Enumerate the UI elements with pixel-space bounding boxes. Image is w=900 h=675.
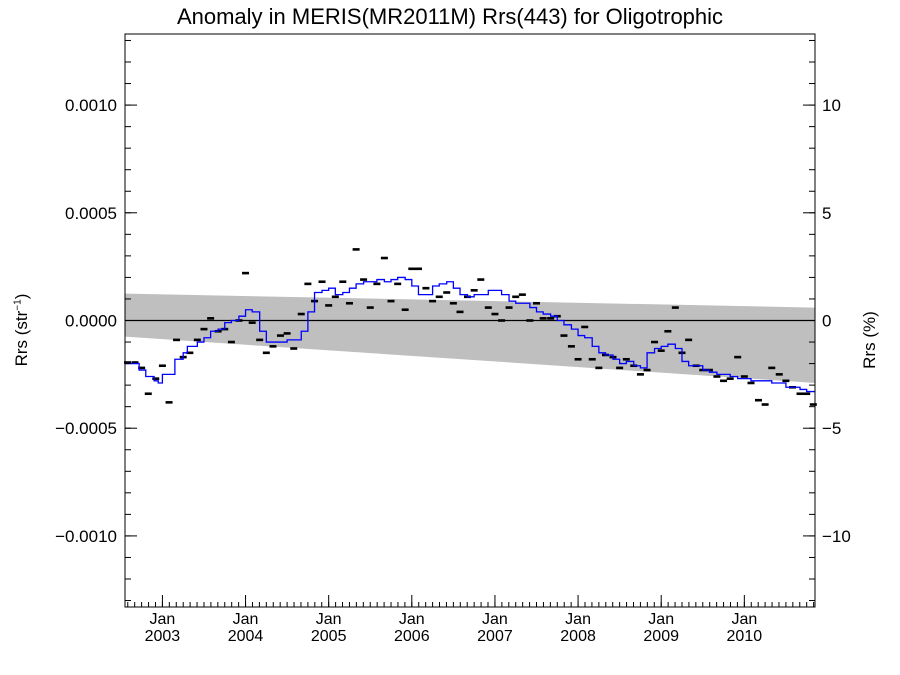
chart-title: Anomaly in MERIS(MR2011M) Rrs(443) for O… [176, 4, 724, 29]
left-tick-label: −0.0005 [55, 419, 117, 438]
x-tick-year-label: 2009 [643, 628, 679, 645]
right-tick-label: 5 [822, 204, 831, 223]
x-tick-year-label: 2008 [560, 628, 596, 645]
right-tick-label: −10 [822, 527, 851, 546]
left-tick-label: 0.0000 [65, 312, 117, 331]
x-tick-month-label: Jan [482, 611, 508, 628]
x-tick-month-label: Jan [731, 611, 757, 628]
right-tick-label: 10 [822, 96, 841, 115]
right-tick-label: 0 [822, 312, 831, 331]
left-tick-label: −0.0010 [55, 527, 117, 546]
x-tick-month-label: Jan [565, 611, 591, 628]
x-tick-month-label: Jan [316, 611, 342, 628]
x-tick-month-label: Jan [399, 611, 425, 628]
x-tick-year-label: 2007 [477, 628, 513, 645]
left-tick-label: 0.0010 [65, 96, 117, 115]
right-tick-label: −5 [822, 419, 841, 438]
running-mean-line [125, 276, 815, 393]
left-tick-label: 0.0005 [65, 204, 117, 223]
x-tick-year-label: 2004 [228, 628, 264, 645]
x-tick-month-label: Jan [233, 611, 259, 628]
x-tick-month-label: Jan [150, 611, 176, 628]
x-tick-year-label: 2010 [727, 628, 763, 645]
x-tick-year-label: 2005 [311, 628, 347, 645]
uncertainty-band [125, 293, 815, 383]
x-tick-month-label: Jan [648, 611, 674, 628]
x-tick-year-label: 2003 [145, 628, 181, 645]
x-tick-year-label: 2006 [394, 628, 430, 645]
